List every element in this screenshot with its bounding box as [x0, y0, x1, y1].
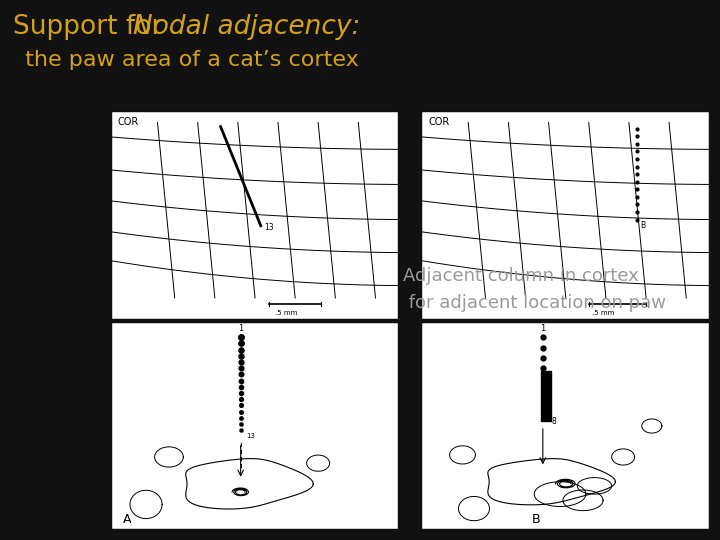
FancyBboxPatch shape: [112, 323, 398, 529]
Text: Support for: Support for: [13, 14, 171, 39]
Text: B: B: [641, 221, 646, 230]
Text: 1: 1: [540, 324, 545, 333]
FancyBboxPatch shape: [423, 112, 709, 319]
Text: .5 mm: .5 mm: [274, 309, 297, 316]
Text: 1: 1: [238, 324, 243, 333]
Text: 8: 8: [552, 417, 557, 426]
FancyBboxPatch shape: [112, 112, 398, 319]
Text: .5 mm: .5 mm: [592, 309, 614, 316]
Text: 13: 13: [264, 223, 274, 232]
Text: Adjacent column in cortex
 for adjacent location on paw: Adjacent column in cortex for adjacent l…: [403, 267, 666, 312]
Text: A: A: [123, 513, 132, 526]
Text: 13: 13: [247, 434, 256, 440]
Text: Nodal adjacency:: Nodal adjacency:: [133, 14, 361, 39]
Text: B: B: [531, 513, 540, 526]
Text: the paw area of a cat’s cortex: the paw area of a cat’s cortex: [18, 50, 359, 70]
FancyBboxPatch shape: [423, 323, 709, 529]
Text: COR: COR: [117, 117, 139, 127]
Text: COR: COR: [428, 117, 449, 127]
